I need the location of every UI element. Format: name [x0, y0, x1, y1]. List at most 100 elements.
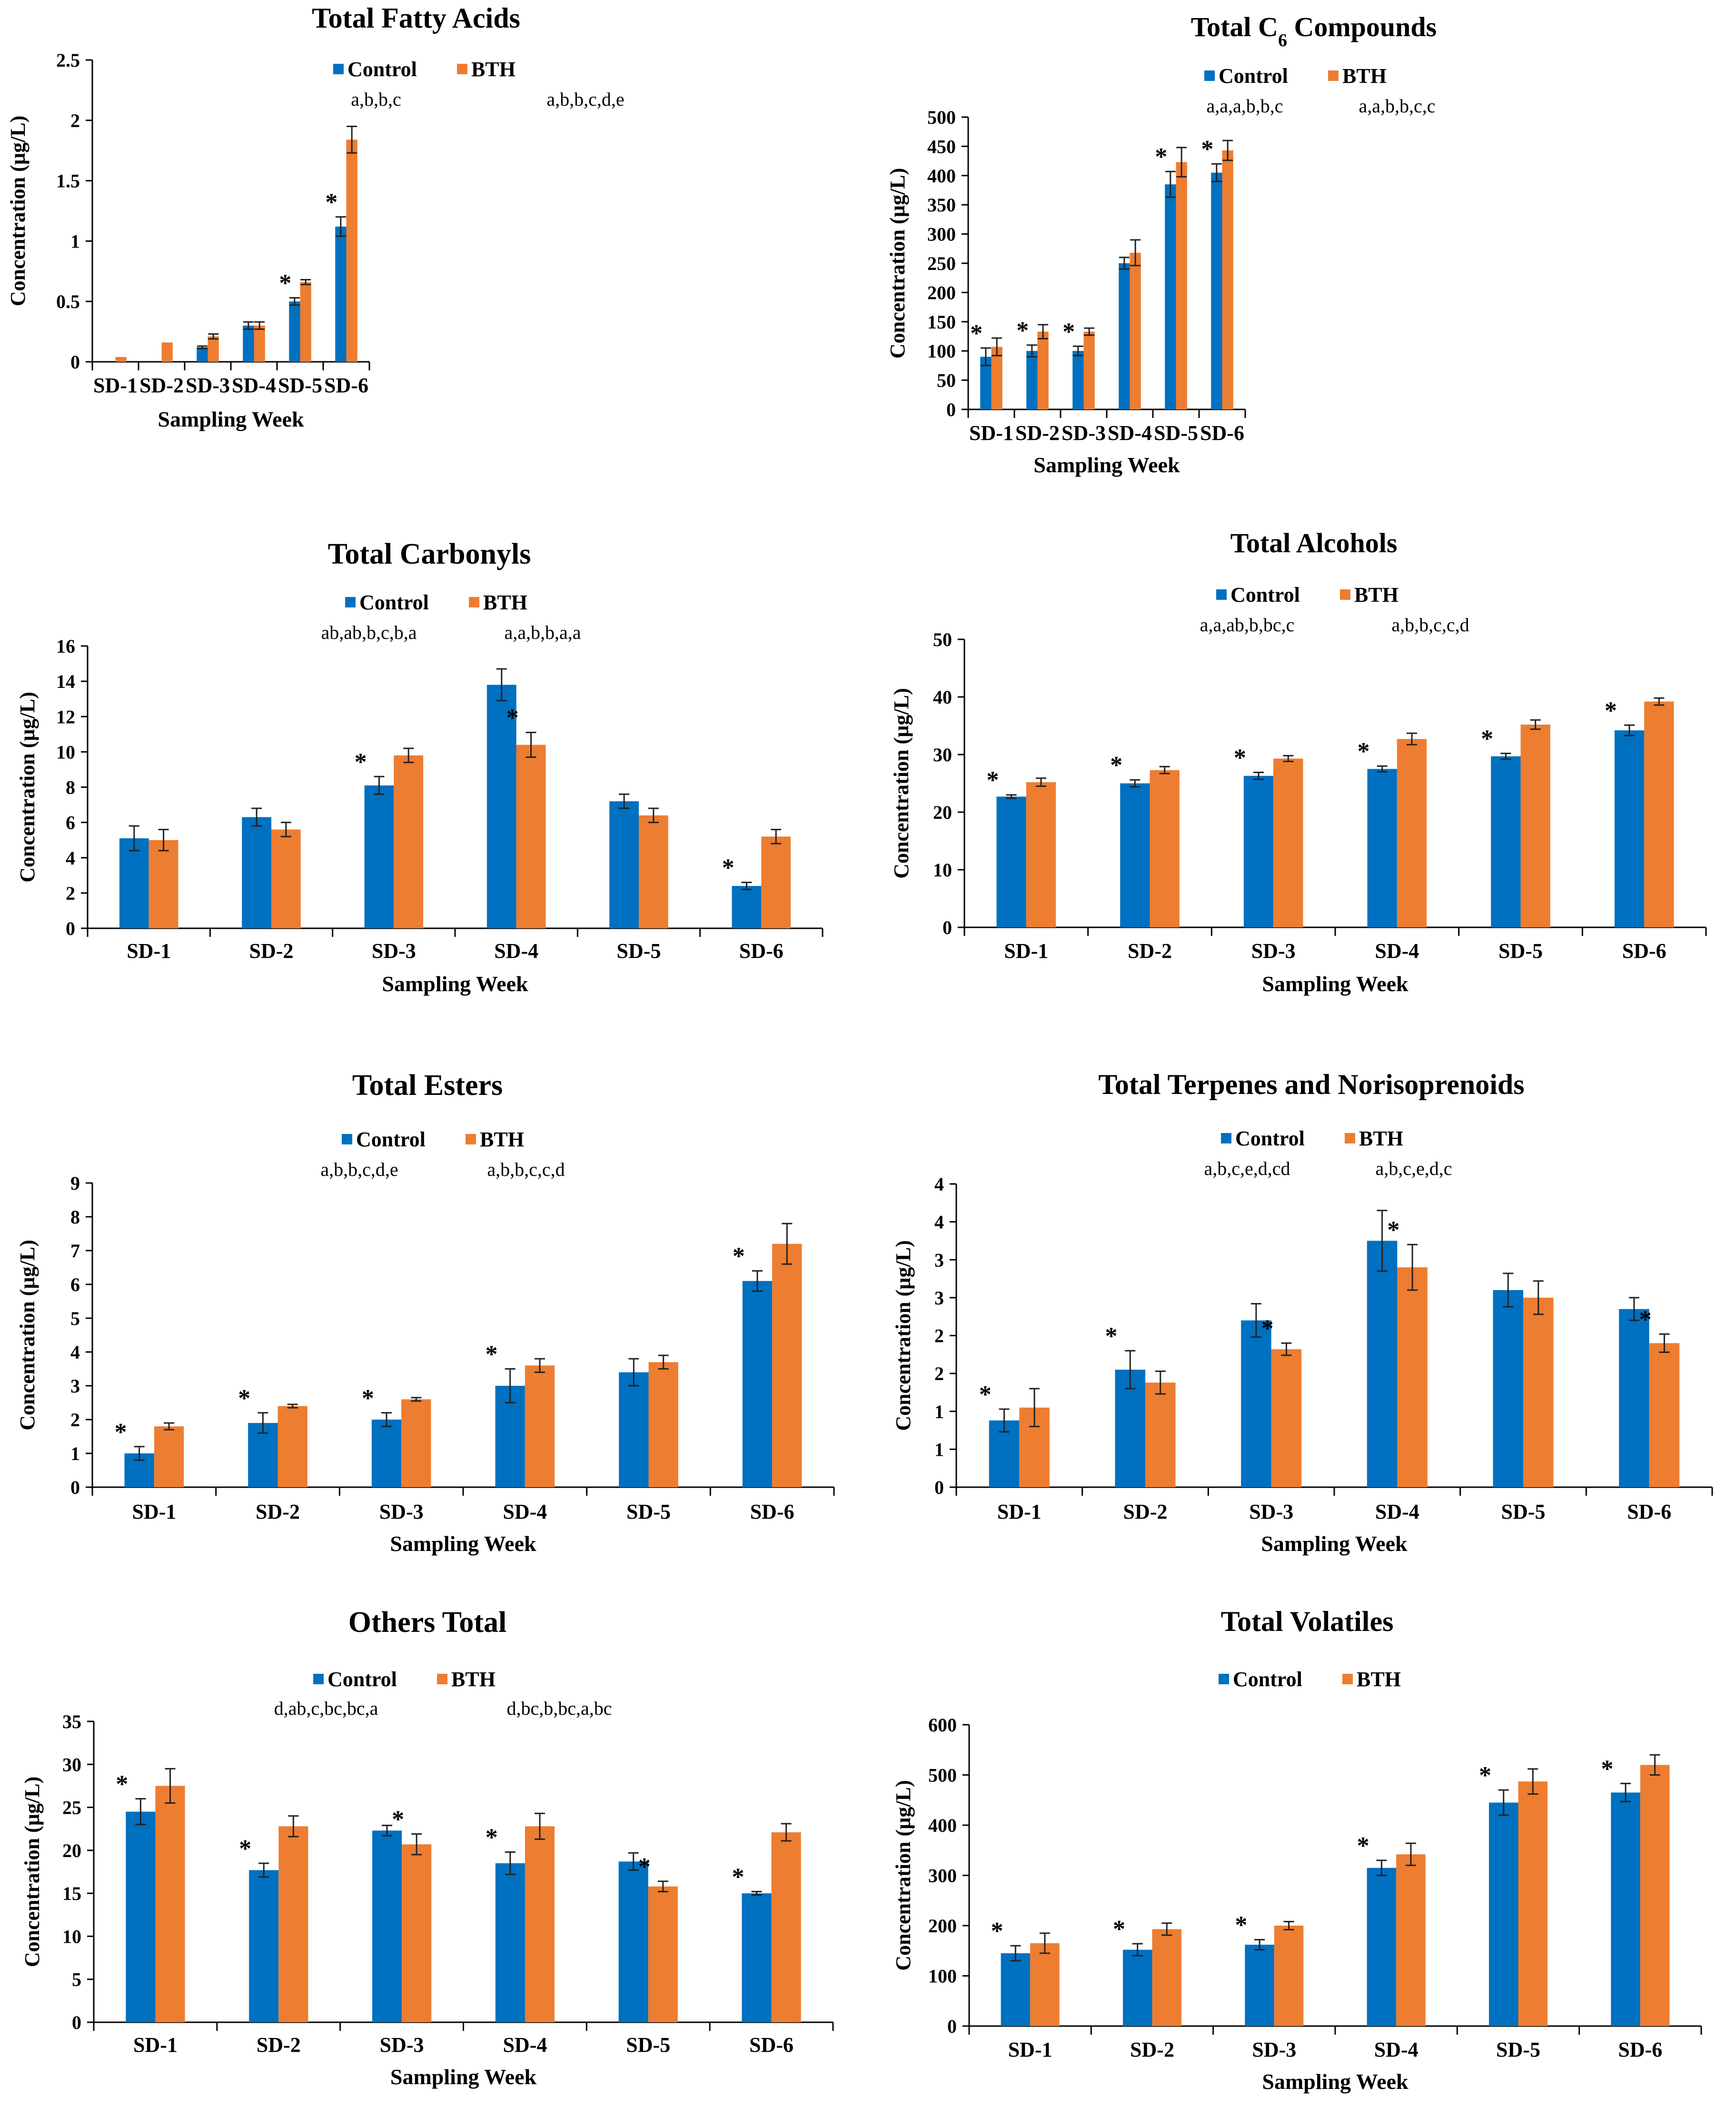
bar-control — [1165, 184, 1176, 409]
y-tick-label: 8 — [66, 777, 75, 798]
legend-label-control: Control — [327, 1668, 397, 1691]
bar-bth — [1273, 758, 1303, 927]
x-tick-label: SD-4 — [1375, 939, 1419, 963]
x-tick-label: SD-6 — [1627, 1500, 1671, 1523]
significance-star: * — [1201, 136, 1213, 163]
x-tick-label: SD-1 — [127, 939, 171, 963]
y-tick-label: 600 — [928, 1714, 957, 1736]
bar-control — [289, 301, 300, 362]
chart-title: Total Terpenes and Norisoprenoids — [1098, 1069, 1524, 1100]
chart-title: Total Esters — [352, 1069, 503, 1102]
y-tick-label: 10 — [62, 1926, 81, 1947]
letters-control: ab,ab,b,c,b,a — [321, 622, 417, 643]
y-tick-label: 450 — [927, 136, 956, 157]
x-axis-label: Sampling Week — [158, 407, 304, 431]
x-tick-label: SD-5 — [626, 1500, 671, 1523]
letters-bth: a,b,c,e,d,c — [1375, 1158, 1452, 1179]
y-tick-label: 4 — [66, 847, 75, 869]
bar-bth — [525, 1826, 555, 2022]
y-tick-label: 500 — [927, 107, 956, 128]
x-tick-label: SD-5 — [1496, 2038, 1540, 2061]
bar-control — [1367, 1241, 1398, 1487]
significance-star: * — [1113, 1916, 1125, 1943]
legend-swatch-control — [1216, 589, 1227, 600]
y-tick-label: 2 — [934, 1325, 944, 1347]
legend-label-control: Control — [359, 591, 429, 614]
x-tick-label: SD-6 — [324, 374, 368, 397]
x-axis-label: Sampling Week — [1261, 1531, 1408, 1556]
letters-bth: a,b,b,c,c,d — [487, 1159, 565, 1180]
bar-control — [1026, 351, 1038, 409]
y-tick-label: 3 — [934, 1287, 944, 1309]
bar-bth — [1037, 331, 1049, 409]
significance-star: * — [115, 1419, 127, 1446]
x-tick-label: SD-4 — [503, 1500, 547, 1523]
bar-control — [1243, 775, 1274, 927]
bar-control — [119, 838, 149, 928]
legend-label-bth: BTH — [1354, 583, 1399, 606]
y-axis-label: Concentration (µg/L) — [6, 116, 30, 307]
bar-control — [372, 1830, 402, 2022]
y-axis-label: Concentration (µg/L) — [892, 1240, 915, 1431]
y-tick-label: 0 — [934, 1477, 944, 1498]
bar-control — [1001, 1953, 1031, 2026]
legend-swatch-bth — [1340, 589, 1350, 600]
x-tick-label: SD-5 — [278, 374, 322, 397]
y-tick-label: 5 — [70, 1308, 80, 1329]
letters-control: a,a,ab,b,bc,c — [1200, 614, 1295, 636]
bar-bth — [1520, 725, 1550, 927]
bar-control — [1611, 1792, 1640, 2026]
legend-swatch-control — [1204, 70, 1215, 81]
y-tick-label: 15 — [62, 1883, 81, 1904]
significance-star: * — [1155, 143, 1167, 170]
bar-control — [249, 1870, 279, 2022]
y-tick-label: 4 — [934, 1173, 944, 1195]
bar-control — [364, 785, 394, 928]
bar-control — [1211, 172, 1222, 409]
chart-title: Total Volatiles — [1221, 1606, 1394, 1637]
significance-star: * — [1481, 726, 1493, 753]
bar-bth — [1274, 1926, 1304, 2026]
bar-control — [1245, 1945, 1274, 2026]
y-tick-label: 10 — [933, 859, 952, 881]
bar-bth — [1130, 252, 1141, 409]
x-axis-label: Sampling Week — [390, 2065, 537, 2089]
bar-bth — [1397, 739, 1427, 927]
bar-control — [1119, 263, 1130, 409]
chart-title: Total C6 Compounds — [1191, 11, 1437, 50]
y-tick-label: 6 — [70, 1274, 80, 1295]
bar-bth — [300, 282, 311, 362]
bar-bth — [254, 325, 265, 362]
y-tick-label: 10 — [56, 741, 75, 763]
bar-bth — [1523, 1297, 1554, 1487]
y-tick-label: 1.5 — [56, 170, 80, 192]
bar-bth — [154, 1426, 184, 1487]
legend-swatch-bth — [466, 1134, 476, 1144]
x-tick-label: SD-6 — [750, 1500, 794, 1523]
bar-control — [1367, 1868, 1397, 2026]
x-tick-label: SD-2 — [1015, 421, 1060, 445]
legend-label-bth: BTH — [451, 1668, 496, 1691]
x-tick-label: SD-4 — [232, 374, 276, 397]
y-axis-label: Concentration (µg/L) — [16, 692, 39, 883]
x-tick-label: SD-4 — [1375, 1500, 1419, 1523]
bar-bth — [402, 1844, 432, 2022]
bar-bth — [115, 357, 127, 362]
bar-control — [1619, 1309, 1649, 1487]
y-tick-label: 300 — [927, 224, 956, 245]
significance-star: * — [279, 270, 291, 297]
significance-star: * — [1234, 745, 1246, 772]
x-tick-label: SD-2 — [139, 374, 184, 397]
significance-star: * — [1358, 738, 1370, 765]
x-tick-label: SD-4 — [503, 2033, 547, 2057]
significance-star: * — [732, 1864, 744, 1891]
x-tick-label: SD-6 — [1618, 2038, 1662, 2061]
significance-star: * — [239, 1835, 251, 1862]
legend-label-control: Control — [1235, 1127, 1305, 1150]
y-tick-label: 150 — [927, 311, 956, 333]
bar-control — [1488, 1802, 1518, 2026]
y-tick-label: 50 — [937, 370, 956, 391]
y-tick-label: 0 — [70, 1477, 80, 1498]
bar-bth — [772, 1243, 802, 1487]
